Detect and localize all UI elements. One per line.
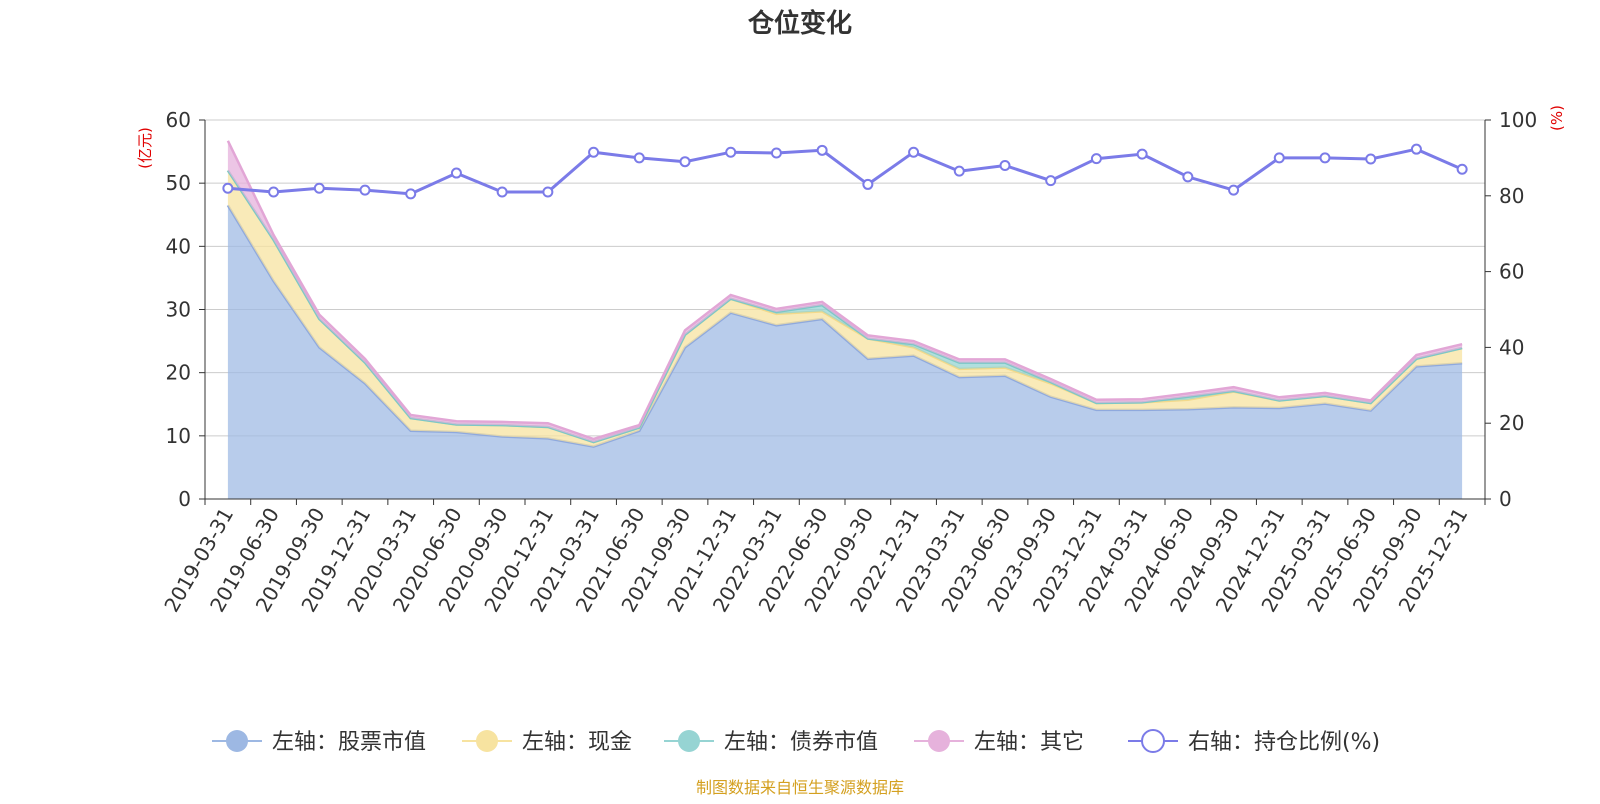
- ratio-point: [359, 184, 371, 196]
- legend-swatch-marker: [476, 730, 498, 752]
- left-axis-tick-label: 50: [166, 171, 191, 195]
- ratio-point: [999, 159, 1011, 171]
- legend-item: 左轴：其它: [914, 730, 1084, 755]
- ratio-line: [227, 147, 1463, 196]
- left-axis-tick-label: 10: [166, 424, 191, 448]
- ratio-point: [268, 186, 280, 198]
- left-axis-tick-label: 20: [166, 361, 191, 385]
- ratio-point: [725, 146, 737, 158]
- legend-item: 左轴：债券市值: [664, 730, 878, 755]
- area-top-line: [226, 140, 1463, 441]
- ratio-point: [1365, 153, 1377, 165]
- right-axis-tick-label: 100: [1499, 108, 1537, 132]
- ratio-point: [1182, 171, 1194, 183]
- ratio-point: [1273, 152, 1285, 164]
- ratio-point: [1045, 175, 1057, 187]
- legend-item: 左轴：现金: [462, 730, 632, 755]
- right-axis-tick-label: 40: [1499, 335, 1524, 359]
- legend-swatch-marker: [1141, 729, 1165, 753]
- legend-item: 右轴：持仓比例(%): [1128, 729, 1380, 755]
- data-source-note: 制图数据来自恒生聚源数据库: [696, 778, 904, 797]
- left-axis-tick-label: 60: [166, 108, 191, 132]
- left-axis-tick-label: 40: [166, 234, 191, 258]
- ratio-point: [1090, 153, 1102, 165]
- legend-item: 左轴：股票市值: [212, 730, 426, 755]
- left-axis-unit: (亿元): [136, 127, 154, 169]
- ratio-point: [588, 146, 600, 158]
- legend-swatch-marker: [928, 730, 950, 752]
- legend-swatch-marker: [678, 730, 700, 752]
- ratio-point: [679, 156, 691, 168]
- ratio-point: [405, 188, 417, 200]
- ratio-point: [542, 186, 554, 198]
- ratio-point: [1319, 152, 1331, 164]
- right-axis-tick-label: 60: [1499, 260, 1524, 284]
- legend-swatch-marker: [226, 730, 248, 752]
- stacked-areas: [226, 140, 1463, 500]
- position-ratio-line: [222, 143, 1468, 200]
- left-axis-tick-label: 0: [178, 487, 191, 511]
- ratio-point: [496, 186, 508, 198]
- ratio-point: [862, 178, 874, 190]
- ratio-point: [953, 165, 965, 177]
- legend-label: 左轴：债券市值: [724, 730, 878, 755]
- ratio-point: [770, 147, 782, 159]
- ratio-point: [633, 152, 645, 164]
- legend: 左轴：股票市值 左轴：现金 左轴：债券市值 左轴：其它 右轴：持仓比例(%): [212, 729, 1380, 755]
- legend-label: 左轴：股票市值: [272, 730, 426, 755]
- chart-title: 仓位变化: [747, 8, 852, 39]
- ratio-point: [1136, 148, 1148, 160]
- ratio-point: [222, 182, 234, 194]
- ratio-point: [908, 146, 920, 158]
- left-axis-tick-label: 30: [166, 298, 191, 322]
- right-axis-tick-label: 20: [1499, 411, 1524, 435]
- ratio-point: [1410, 143, 1422, 155]
- legend-label: 右轴：持仓比例(%): [1188, 730, 1380, 755]
- right-axis-tick-label: 0: [1499, 487, 1512, 511]
- ratio-point: [816, 144, 828, 156]
- area-band: [227, 205, 1463, 500]
- ratio-point: [313, 182, 325, 194]
- right-axis-unit: (%): [1548, 105, 1566, 131]
- ratio-point: [1228, 184, 1240, 196]
- ratio-point: [1456, 163, 1468, 175]
- legend-label: 左轴：现金: [522, 730, 632, 755]
- legend-label: 左轴：其它: [974, 730, 1084, 755]
- right-axis-tick-label: 80: [1499, 184, 1524, 208]
- ratio-point: [450, 167, 462, 179]
